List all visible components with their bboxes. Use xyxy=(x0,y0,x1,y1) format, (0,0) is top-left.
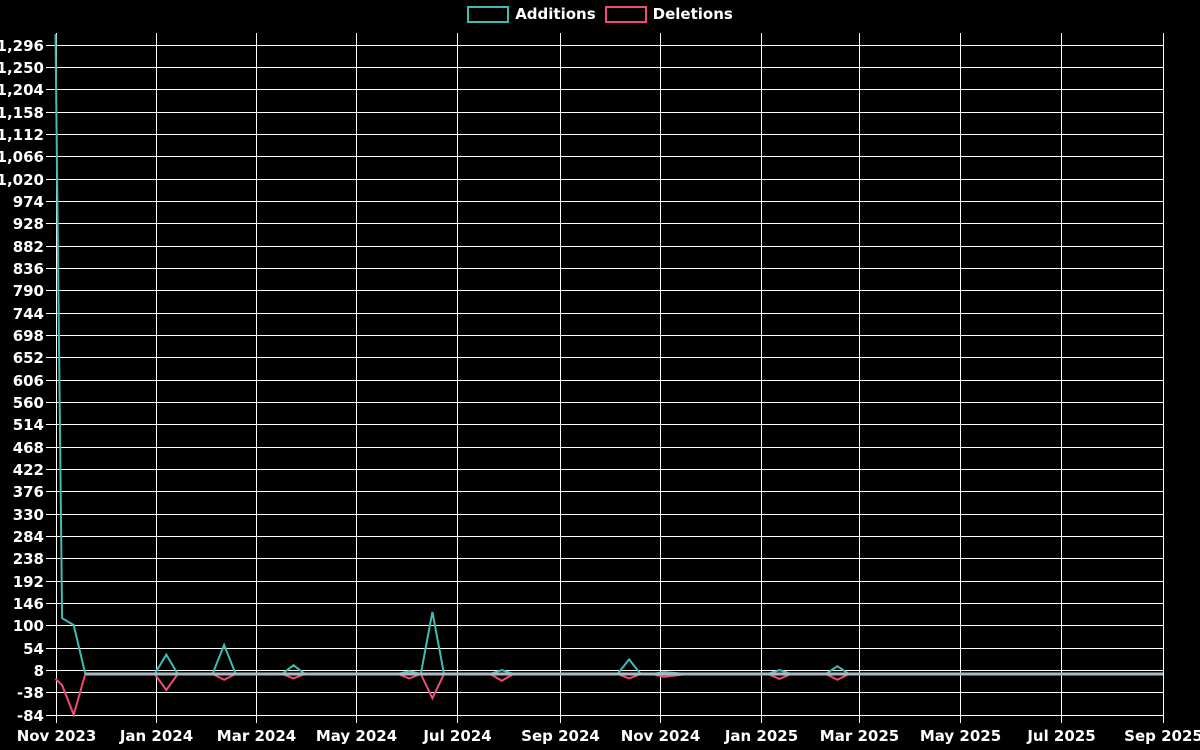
y-tick-label: 1,204 xyxy=(0,81,44,99)
chart-legend: Additions Deletions xyxy=(0,6,1200,23)
x-tick-label: Sep 2025 xyxy=(1124,727,1200,745)
x-tick-label: Mar 2025 xyxy=(820,727,899,745)
y-tick-label: 1,066 xyxy=(0,148,44,166)
y-tick-label: 790 xyxy=(13,282,44,300)
y-tick-label: 284 xyxy=(13,528,44,546)
gridlines xyxy=(46,33,1164,723)
legend-item-deletions[interactable]: Deletions xyxy=(604,5,733,23)
axis-labels: 1,296 1,250 1,204 1,158 1,112 1,066 1,020 974 92… xyxy=(0,37,1200,745)
y-tick-label: 882 xyxy=(13,238,44,256)
x-tick-label: Jan 2025 xyxy=(724,727,798,745)
additions-line xyxy=(54,34,1163,676)
y-tick-label: 606 xyxy=(13,372,44,390)
x-tick-label: Sep 2024 xyxy=(521,727,600,745)
y-tick-label: 330 xyxy=(13,506,44,524)
y-tick-label: 192 xyxy=(13,573,44,591)
y-tick-label: 8 xyxy=(34,662,44,680)
data-lines xyxy=(54,34,1163,718)
y-tick-label: 1,250 xyxy=(0,59,44,77)
y-tick-label: 928 xyxy=(13,215,44,233)
y-tick-label: 238 xyxy=(13,550,44,568)
y-tick-label: -84 xyxy=(17,707,44,725)
legend-item-additions[interactable]: Additions xyxy=(467,5,596,23)
y-tick-label: 1,158 xyxy=(0,104,44,122)
y-tick-label: 146 xyxy=(13,595,44,613)
y-tick-label: 836 xyxy=(13,260,44,278)
x-tick-label: Jan 2024 xyxy=(119,727,193,745)
y-tick-label: 698 xyxy=(13,327,44,345)
deletions-line xyxy=(54,672,1163,718)
x-tick-label: Jul 2025 xyxy=(1026,727,1095,745)
y-tick-label: 974 xyxy=(13,193,44,211)
y-tick-label: 560 xyxy=(13,394,44,412)
additions-swatch-icon xyxy=(467,6,510,23)
x-tick-label: Nov 2024 xyxy=(621,727,701,745)
x-tick-label: Nov 2023 xyxy=(17,727,97,745)
y-tick-label: -38 xyxy=(17,684,44,702)
y-tick-label: 422 xyxy=(13,461,44,479)
y-tick-label: 1,020 xyxy=(0,171,44,189)
y-tick-label: 100 xyxy=(13,617,44,635)
y-tick-label: 54 xyxy=(23,640,44,658)
deletions-swatch-icon xyxy=(604,6,647,23)
x-tick-label: Mar 2024 xyxy=(217,727,296,745)
x-tick-label: Jul 2024 xyxy=(422,727,491,745)
y-tick-label: 376 xyxy=(13,483,44,501)
x-tick-label: May 2024 xyxy=(316,727,397,745)
y-tick-label: 1,296 xyxy=(0,37,44,55)
y-tick-label: 652 xyxy=(13,349,44,367)
y-tick-label: 468 xyxy=(13,439,44,457)
y-tick-label: 1,112 xyxy=(0,126,44,144)
y-tick-label: 744 xyxy=(13,305,44,323)
deletions-legend-label: Deletions xyxy=(652,5,733,23)
additions-legend-label: Additions xyxy=(515,5,596,23)
x-tick-label: May 2025 xyxy=(920,727,1001,745)
y-tick-label: 514 xyxy=(13,416,44,434)
